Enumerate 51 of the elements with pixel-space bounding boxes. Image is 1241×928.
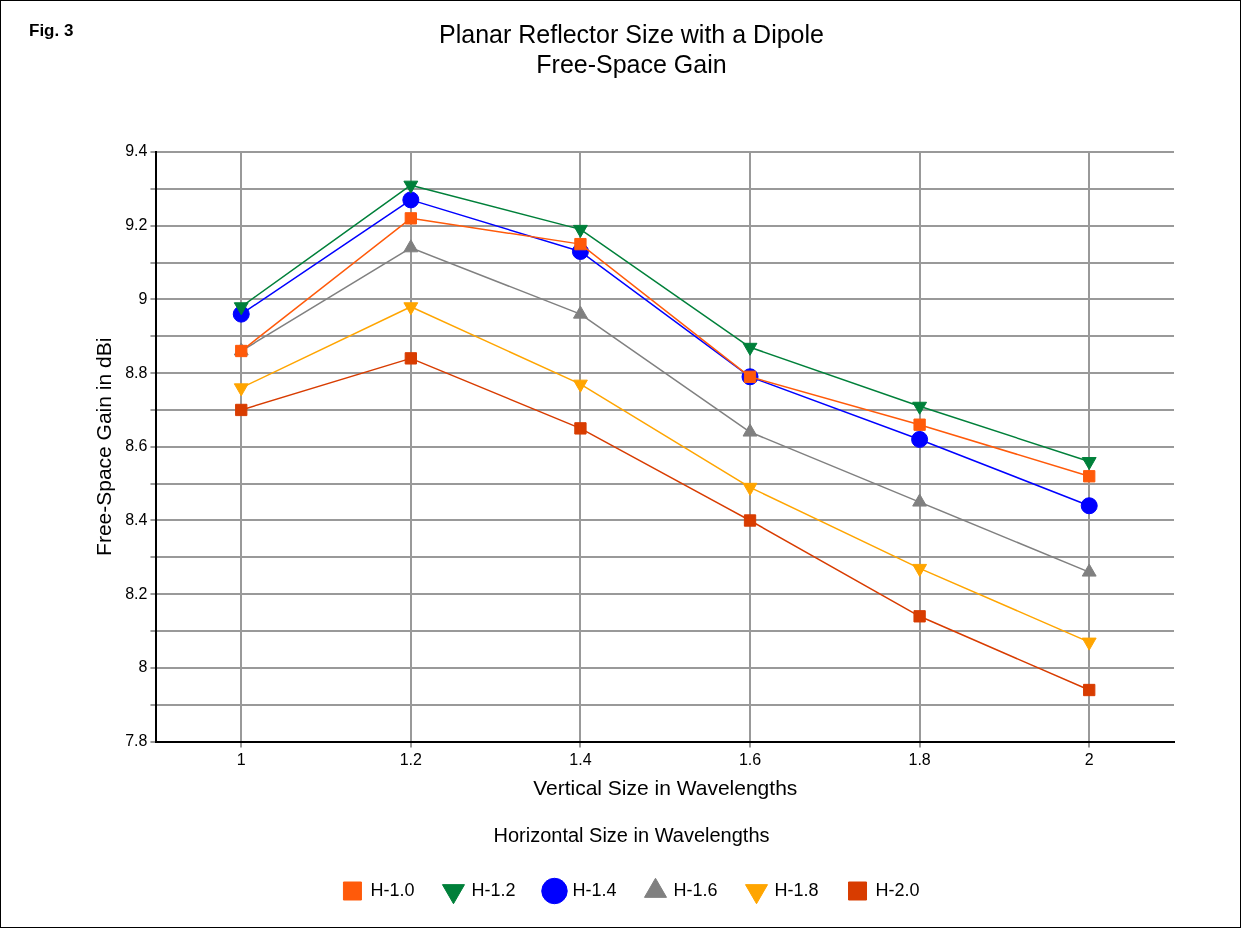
point — [1081, 457, 1097, 471]
point — [574, 237, 587, 251]
x-tick-label: 1.8 — [908, 750, 931, 768]
chart-title: Planar Reflector Size with a Dipole Free-Space Gain — [439, 19, 824, 78]
point — [912, 401, 928, 415]
point — [1080, 497, 1098, 515]
point — [404, 212, 417, 225]
point — [404, 352, 417, 365]
y-tick-label: 8.8 — [125, 363, 148, 381]
point — [742, 482, 758, 496]
point — [743, 514, 757, 527]
point — [742, 342, 758, 356]
point — [573, 224, 588, 238]
y-tick-label: 8.2 — [125, 584, 148, 602]
y-tick-label: 9.4 — [125, 142, 148, 160]
point — [1081, 637, 1097, 651]
point — [911, 430, 929, 448]
point — [912, 563, 928, 577]
point — [913, 610, 926, 623]
point — [1083, 683, 1096, 697]
y-tick-label: 8.4 — [125, 510, 148, 528]
legend-label: H-1.8 — [774, 879, 819, 900]
y-axis-title: Free-Space Gain in dBi — [92, 337, 116, 556]
x-tick-label: 1.4 — [569, 750, 592, 768]
point — [1083, 470, 1096, 483]
point — [574, 422, 587, 435]
y-tick-label: 9 — [138, 289, 148, 307]
x-axis-title: Vertical Size in Wavelengths — [533, 776, 798, 800]
point — [233, 383, 249, 397]
legend-label: H-1.2 — [471, 879, 516, 900]
y-tick-label: 7.8 — [125, 732, 148, 750]
y-tick-label: 9.2 — [125, 216, 148, 234]
point — [403, 180, 419, 194]
legend-label: H-1.6 — [673, 879, 718, 900]
point — [573, 379, 588, 393]
x-tick-label: 1 — [236, 750, 246, 768]
point — [913, 418, 926, 431]
caption: Fig. 3 — [29, 21, 74, 41]
legend-label: H-1.0 — [370, 879, 415, 900]
point — [402, 191, 420, 209]
legend-title: Horizontal Size in Wavelengths — [493, 823, 770, 846]
x-tick-label: 1.6 — [738, 750, 762, 768]
legend-label: H-2.0 — [875, 879, 920, 900]
y-tick-label: 8 — [138, 658, 148, 676]
legend-label: H-1.4 — [572, 879, 617, 900]
point — [233, 302, 249, 316]
y-tick-label: 8.6 — [125, 437, 148, 455]
x-tick-label: 1.2 — [399, 750, 423, 768]
point — [235, 403, 248, 417]
x-tick-label: 2 — [1084, 750, 1094, 768]
point — [403, 302, 419, 316]
